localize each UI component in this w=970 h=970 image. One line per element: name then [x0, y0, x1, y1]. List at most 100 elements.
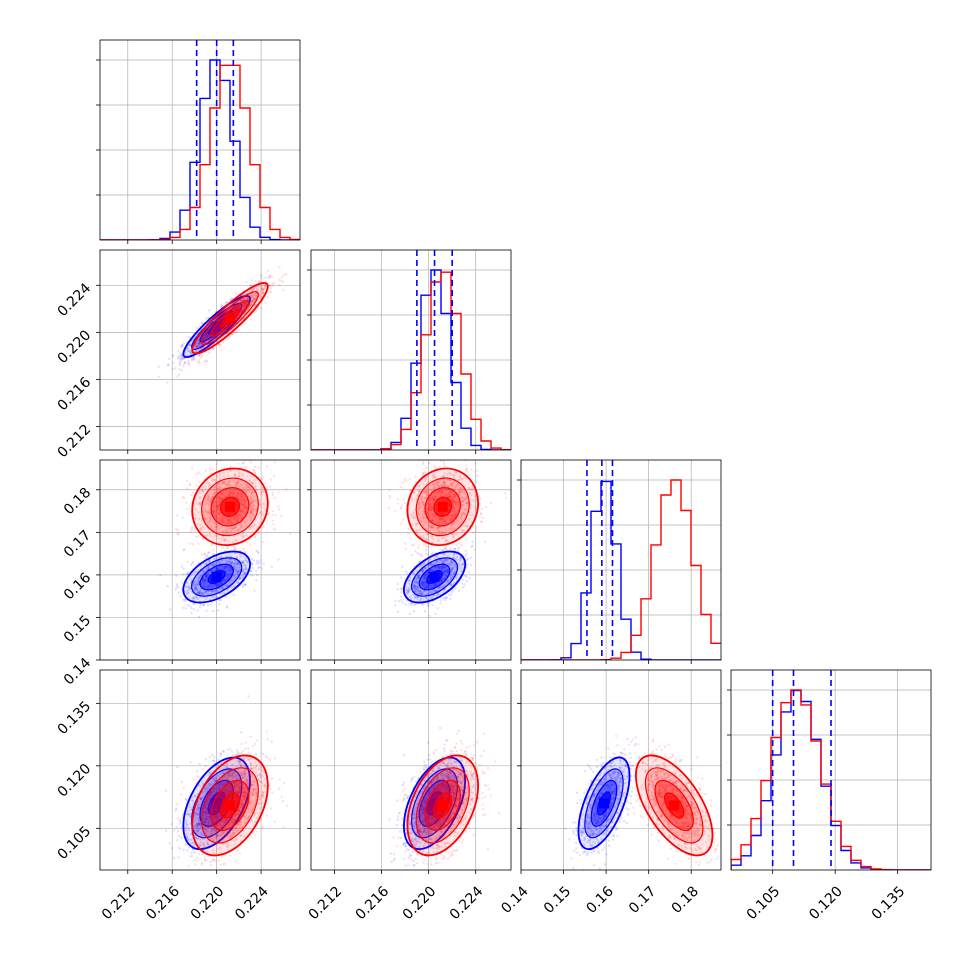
scatter-point: [251, 508, 254, 511]
scatter-point: [245, 486, 249, 489]
scatter-point: [225, 555, 228, 558]
scatter-point: [261, 292, 264, 295]
scatter-point: [200, 579, 204, 583]
scatter-point: [201, 579, 204, 582]
scatter-point: [238, 329, 241, 332]
scatter-point: [226, 571, 229, 575]
scatter-point: [199, 342, 202, 345]
scatter-point: [243, 499, 246, 502]
scatter-point: [198, 354, 201, 358]
scatter-point: [289, 532, 292, 535]
scatter-point: [226, 588, 229, 592]
scatter-point: [249, 283, 252, 287]
scatter-point: [226, 474, 230, 477]
scatter-point: [218, 602, 221, 606]
scatter-point: [199, 529, 203, 532]
scatter-point: [235, 516, 238, 520]
scatter-point: [195, 595, 198, 598]
scatter-point: [183, 361, 187, 364]
scatter-point: [214, 562, 218, 566]
scatter-point: [234, 551, 237, 555]
scatter-point: [251, 490, 254, 494]
scatter-point: [243, 306, 246, 309]
scatter-point: [203, 581, 206, 585]
scatter-point: [216, 505, 219, 508]
scatter-point: [256, 566, 260, 570]
scatter-point: [397, 610, 400, 613]
scatter-point: [235, 581, 238, 584]
scatter-point: [203, 337, 206, 340]
scatter-point: [222, 472, 226, 475]
scatter-point: [271, 282, 274, 285]
scatter-point: [222, 579, 225, 582]
scatter-point: [243, 302, 246, 306]
scatter-point: [197, 583, 200, 586]
scatter-point: [254, 509, 257, 513]
scatter-point: [204, 556, 207, 560]
scatter-point: [254, 534, 257, 538]
scatter-point: [226, 568, 230, 571]
scatter-point: [195, 327, 199, 330]
scatter-point: [186, 585, 189, 588]
scatter-point: [249, 500, 252, 504]
scatter-point: [235, 519, 238, 522]
scatter-point: [274, 528, 277, 531]
scatter-point: [262, 526, 265, 529]
scatter-point: [197, 591, 201, 595]
scatter-point: [193, 586, 196, 590]
scatter-point: [237, 462, 240, 465]
scatter-point: [243, 305, 246, 309]
scatter-point: [239, 523, 243, 527]
scatter-point: [258, 280, 261, 283]
scatter-point: [215, 555, 218, 559]
scatter-point: [257, 466, 260, 469]
scatter-point: [203, 570, 206, 573]
scatter-point: [242, 586, 245, 589]
scatter-point: [186, 571, 190, 574]
scatter-point: [237, 475, 240, 479]
scatter-point: [174, 588, 177, 591]
scatter-point: [239, 577, 242, 580]
scatter-point: [188, 349, 191, 352]
scatter-point: [234, 526, 237, 529]
scatter-point: [464, 549, 467, 552]
scatter-point: [202, 581, 205, 584]
scatter-point: [194, 587, 198, 590]
scatter-point: [282, 273, 286, 277]
scatter-point: [232, 492, 235, 496]
scatter-point: [232, 565, 236, 568]
scatter-point: [198, 353, 201, 356]
scatter-point: [185, 592, 188, 596]
scatter-point: [245, 483, 248, 486]
scatter-point: [253, 297, 256, 301]
scatter-point: [220, 582, 223, 586]
scatter-point: [179, 352, 182, 355]
scatter-point: [213, 492, 216, 496]
scatter-point: [196, 609, 199, 612]
scatter-point: [212, 510, 215, 513]
scatter-point: [157, 365, 160, 368]
scatter-point: [180, 354, 183, 358]
scatter-point: [201, 490, 204, 493]
scatter-point: [224, 528, 228, 532]
scatter-point: [242, 562, 245, 565]
scatter-point: [261, 477, 264, 480]
scatter-point: [230, 579, 234, 582]
scatter-point: [216, 460, 219, 462]
scatter-point: [219, 497, 222, 501]
scatter-point: [251, 505, 254, 508]
scatter-point: [205, 562, 208, 565]
scatter-point: [456, 548, 460, 552]
scatter-point: [235, 556, 239, 559]
scatter-point: [243, 304, 246, 308]
scatter-point: [482, 516, 485, 520]
scatter-point: [214, 508, 217, 512]
scatter-point: [257, 280, 261, 283]
scatter-point: [408, 602, 411, 606]
scatter-point: [264, 482, 267, 485]
scatter-point: [460, 582, 464, 585]
scatter-point: [241, 574, 244, 578]
scatter-point: [208, 500, 212, 503]
scatter-point: [207, 586, 210, 589]
scatter-point: [230, 561, 233, 565]
